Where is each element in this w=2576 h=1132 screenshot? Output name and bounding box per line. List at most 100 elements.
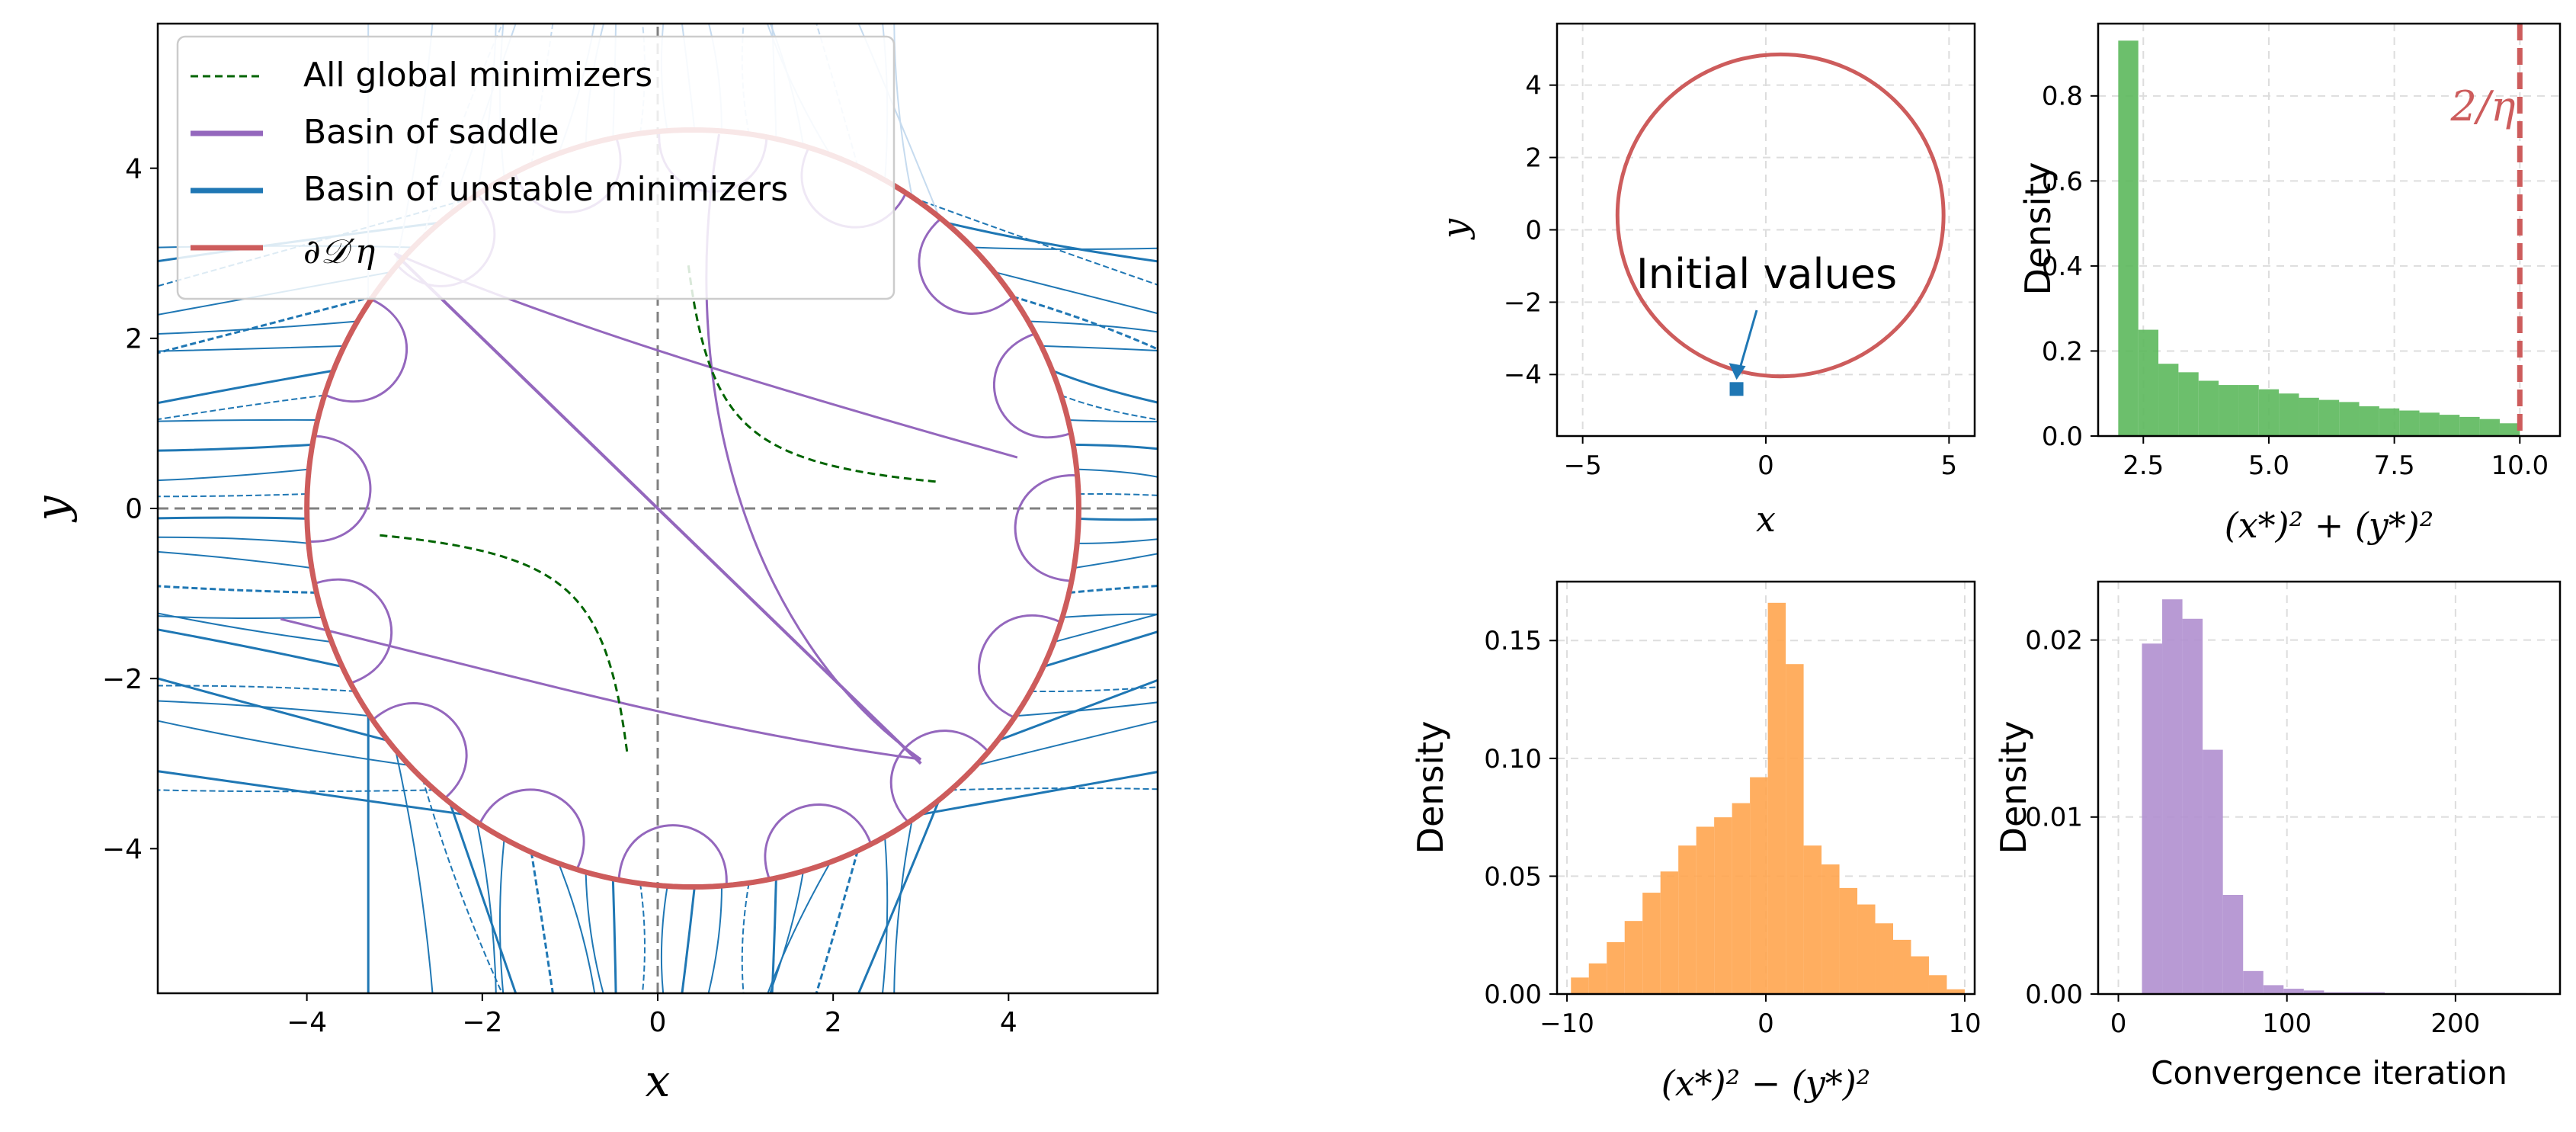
unstable-basin-curve xyxy=(158,550,312,569)
radius-bar xyxy=(2419,412,2440,436)
unstable-basin-curve xyxy=(1043,630,1158,668)
unstable-basin-curve xyxy=(1073,443,1158,451)
unstable-basin-curve xyxy=(158,685,355,692)
diff-bar xyxy=(1857,904,1876,994)
initial-ytick-label: −2 xyxy=(1504,287,1542,318)
radius-bar xyxy=(2238,385,2259,436)
unstable-basin-curve xyxy=(1052,369,1158,404)
iter-xtick-label: 200 xyxy=(2430,1009,2480,1039)
initial-ytick-label: 2 xyxy=(1525,143,1542,173)
diff-bar xyxy=(1607,941,1625,994)
saddle-basin-loop xyxy=(308,435,372,543)
unstable-basin-curve xyxy=(158,443,312,452)
unstable-basin-curve xyxy=(585,872,604,993)
annotation-arrow-head xyxy=(1729,363,1746,380)
saddle-basin-loop xyxy=(478,788,585,871)
unstable-basin-curve xyxy=(530,851,554,993)
iter-plot-area xyxy=(2098,582,2560,995)
iter-bar xyxy=(2203,749,2223,994)
radius-bar xyxy=(2379,408,2400,436)
unstable-basin-curve xyxy=(158,345,344,352)
initial-circle xyxy=(1615,52,1946,379)
iter-ylabel: Density xyxy=(1993,721,2034,855)
legend-label-boundary: ∂𝒟′η xyxy=(303,232,375,271)
main-ylabel: y xyxy=(26,495,78,523)
unstable-basin-curve xyxy=(158,295,373,354)
radius-histogram: 2.5 5.0 7.5 10.0 0.0 0.2 0.4 0.6 0.8 (x*)² + (y*… xyxy=(2017,22,2562,546)
radius-ytick-label: 0.4 xyxy=(2042,252,2083,282)
initial-values-plot: −5 0 5 −4 −2 0 2 4 x y Initial values xyxy=(1434,22,1976,540)
annotation-arrow-shaft xyxy=(1738,309,1758,373)
unstable-basin-curve xyxy=(815,850,859,993)
radius-plot-area xyxy=(2098,24,2560,436)
unstable-basin-curve xyxy=(639,883,646,993)
unstable-basin-curve xyxy=(448,802,517,993)
unstable-basin-curve xyxy=(681,887,696,993)
diff-bar xyxy=(1767,602,1786,994)
diff-bar xyxy=(1732,803,1751,994)
unstable-basin-curve xyxy=(857,24,940,218)
diff-bar xyxy=(1696,826,1715,994)
legend: All global minimizers Basin of saddle Ba… xyxy=(176,35,896,300)
radius-ytick-label: 0.8 xyxy=(2042,82,2083,112)
saddle-basin-loop xyxy=(617,824,728,886)
iter-bar xyxy=(2162,599,2183,994)
diff-xtick-label: 0 xyxy=(1757,1009,1774,1039)
radius-bar xyxy=(2439,415,2460,436)
unstable-basin-curve xyxy=(893,24,913,197)
radius-bar xyxy=(2279,393,2299,436)
unstable-basin-curve xyxy=(919,771,1158,816)
diff-bar xyxy=(1786,664,1804,994)
diff-bar xyxy=(1678,845,1697,994)
iter-ytick-label: 0.02 xyxy=(2025,626,2083,656)
unstable-basin-curve xyxy=(498,839,505,993)
radius-bar xyxy=(2318,399,2340,436)
unstable-basin-curve xyxy=(158,720,410,766)
unstable-basin-curve xyxy=(1053,613,1158,643)
initial-ticks: −5 0 5 −4 −2 0 2 4 xyxy=(1504,71,1957,481)
main-ytick-label: 0 xyxy=(125,494,143,525)
unstable-basin-curve xyxy=(771,877,777,993)
diff-bar xyxy=(1911,956,1929,994)
legend-box xyxy=(176,35,896,300)
unstable-basin-curve xyxy=(394,749,434,993)
saddle-basin-loop xyxy=(324,298,409,403)
initial-xtick-label: 0 xyxy=(1757,451,1774,481)
radius-xtick-label: 2.5 xyxy=(2123,451,2164,481)
radius-axes-frame xyxy=(2097,22,2562,438)
iter-bar xyxy=(2303,990,2324,994)
diff-bar xyxy=(1642,893,1661,994)
unstable-basin-curve xyxy=(158,536,309,544)
legend-label-unstable: Basin of unstable minimizers xyxy=(303,170,788,209)
main-ytick-label: −4 xyxy=(102,834,143,865)
radius-vline-label: 2/η xyxy=(2450,82,2516,130)
unstable-basin-curve xyxy=(972,246,1158,250)
radius-xtick-label: 10.0 xyxy=(2491,451,2549,481)
unstable-basin-curve xyxy=(1041,345,1158,351)
diff-ytick-label: 0.15 xyxy=(1484,626,1542,656)
initial-plot-area xyxy=(1557,24,1975,436)
unstable-basin-curve xyxy=(158,700,370,717)
diff-bar xyxy=(1660,871,1679,994)
radius-ylabel: Density xyxy=(2017,162,2059,296)
diff-bar xyxy=(1750,777,1768,994)
unstable-basin-curve xyxy=(950,787,1158,791)
diff-xtick-label: −10 xyxy=(1540,1009,1594,1039)
iteration-histogram: 0 100 200 0.00 0.01 0.02 Convergence iteratio… xyxy=(1993,580,2562,1092)
global-minimizers-curve xyxy=(687,265,939,483)
saddle-diagonal xyxy=(393,252,922,765)
saddle-basin-loop xyxy=(372,702,468,800)
unstable-basin-curve xyxy=(741,883,750,993)
main-ticks: −4 −2 0 2 4 −4 −2 0 2 4 xyxy=(102,153,1017,1038)
radius-bar xyxy=(2219,385,2239,436)
iter-bar xyxy=(2283,989,2304,994)
main-xtick-label: 2 xyxy=(825,1007,842,1038)
unstable-basin-curve xyxy=(660,886,668,993)
initial-ytick-label: −4 xyxy=(1504,360,1542,390)
initial-ytick-label: 4 xyxy=(1525,71,1542,101)
radius-bar xyxy=(2118,40,2139,436)
unstable-basin-curve xyxy=(158,493,308,498)
unstable-basin-curve xyxy=(558,863,596,993)
saddle-basin-loop xyxy=(764,803,873,880)
